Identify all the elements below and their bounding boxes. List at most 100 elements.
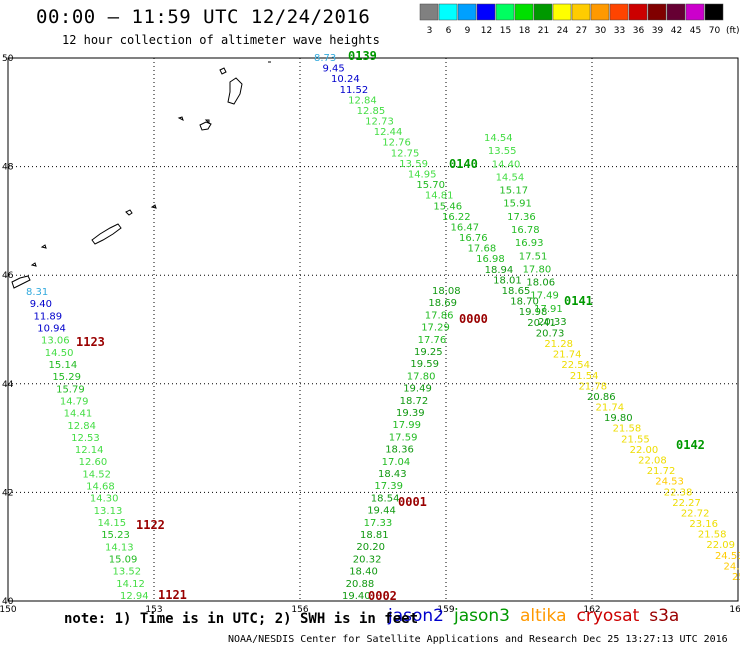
wave-height-value: 13.55	[488, 146, 517, 157]
wave-height-value: 22.38	[664, 487, 693, 498]
island-outline	[219, 67, 227, 75]
wave-height-value: 19.25	[414, 347, 443, 358]
island-outline	[40, 244, 47, 249]
wave-height-value: 14.40	[492, 159, 521, 170]
island-outline	[125, 209, 133, 216]
wave-height-value: 14.68	[86, 482, 115, 493]
wave-height-value: 17.39	[374, 481, 403, 492]
wave-height-value: 18.36	[385, 445, 414, 456]
lat-tick-label: 46	[2, 271, 14, 281]
colorbar-swatch	[552, 3, 572, 21]
colorbar-tick-label: 15	[500, 26, 511, 36]
lon-tick-label: 156	[291, 605, 308, 615]
wave-height-value: 21.74	[553, 350, 582, 361]
wave-height-value: 18.72	[400, 396, 429, 407]
wave-height-value: 25.5	[732, 572, 740, 583]
wave-height-value: 14.41	[64, 409, 93, 420]
wave-height-value: 18.40	[349, 567, 378, 578]
wave-height-value: 12.94	[120, 591, 149, 602]
wave-height-value: 16.76	[459, 233, 488, 244]
wave-height-value: 18.54	[371, 493, 400, 504]
wave-height-value: 20.20	[356, 542, 385, 553]
map-subtitle: 12 hour collection of altimeter wave hei…	[62, 33, 380, 47]
map-frame	[7, 57, 739, 602]
colorbar-tick-label: 12	[481, 26, 492, 36]
lon-tick-label: 150	[0, 605, 17, 615]
wave-height-value: 23.16	[689, 519, 718, 530]
pass-time-tag: 1122	[136, 518, 165, 532]
wave-height-value: 19.39	[396, 408, 425, 419]
lon-tick-label: 153	[145, 605, 162, 615]
wave-height-value: 12.73	[365, 117, 394, 128]
pass-time-tag: 0140	[449, 157, 478, 171]
wave-height-value: 15.46	[433, 201, 462, 212]
wave-height-value: 20.73	[536, 328, 565, 339]
colorbar-swatch	[647, 3, 667, 21]
colorbar-tick-label: 30	[595, 26, 607, 36]
wave-height-value: 19.80	[604, 413, 633, 424]
wave-height-value: 11.52	[340, 85, 369, 96]
wave-height-value: 14.54	[496, 172, 525, 183]
wave-height-value: 20.86	[587, 392, 616, 403]
footer-note: note: 1) Time is in UTC; 2) SWH is in fe…	[64, 611, 419, 627]
wave-height-value: 14.13	[105, 542, 134, 553]
satellite-legend-entry: altika	[520, 606, 567, 626]
wave-height-value: 12.14	[75, 445, 104, 456]
wave-height-value: 12.84	[348, 95, 377, 106]
wave-height-value: 16.98	[476, 254, 505, 265]
island-outline	[30, 262, 37, 267]
wave-height-value: 21.74	[596, 403, 625, 414]
wave-height-value: 16.47	[450, 222, 479, 233]
colorbar-swatch	[476, 3, 496, 21]
wave-height-value: 17.99	[392, 420, 421, 431]
wave-height-value: 18.65	[502, 286, 531, 297]
colorbar-swatch	[571, 3, 591, 21]
wave-height-value: 14.81	[425, 191, 454, 202]
wave-height-value: 17.76	[418, 335, 447, 346]
wave-height-value: 8.31	[26, 287, 48, 298]
wave-height-value: 13.52	[112, 567, 141, 578]
wave-height-value: 21.54	[570, 371, 599, 382]
wave-height-value: 18.43	[378, 469, 407, 480]
lon-tick-label: 162	[583, 605, 600, 615]
wave-height-value: 10.24	[331, 74, 360, 85]
wave-height-value: 16.22	[442, 212, 471, 223]
colorbar-swatch	[495, 3, 515, 21]
lon-tick-label: 159	[437, 605, 454, 615]
satellite-track: 14.54 13.55 14.40 14.54 15.17 15.91 17.36 16.78…	[484, 133, 567, 328]
wave-height-value: 13.59	[399, 159, 428, 170]
wave-height-value: 19.98	[519, 307, 548, 318]
pass-time-tag: 0001	[398, 495, 427, 509]
wave-height-value: 20.33	[538, 317, 567, 328]
wave-height-value: 17.33	[364, 518, 393, 529]
island-outline	[199, 121, 212, 131]
colorbar-swatch	[609, 3, 629, 21]
lat-tick-label: 50	[2, 54, 14, 64]
footer-credit: NOAA/NESDIS Center for Satellite Applica…	[228, 634, 728, 645]
wave-height-value: 17.29	[421, 323, 450, 334]
pass-time-tag: 0139	[348, 49, 377, 63]
wave-height-value: 14.54	[484, 133, 513, 144]
wave-height-value: 19.49	[403, 384, 432, 395]
wave-height-value: 20.41	[527, 318, 556, 329]
colorbar-tick-label: 24	[557, 26, 569, 36]
wave-height-value: 17.04	[382, 457, 411, 468]
wave-height-value: 16.78	[511, 225, 540, 236]
wave-height-value: 18.69	[428, 298, 457, 309]
wave-height-value: 18.01	[493, 275, 522, 286]
colorbar-tick-label: 3	[427, 26, 433, 36]
wave-height-value: 9.45	[323, 64, 345, 75]
colorbar-swatch	[419, 3, 439, 21]
colorbar-swatch	[590, 3, 610, 21]
colorbar-unit-label: (ft)	[726, 26, 740, 36]
colorbar-tick-label: 6	[446, 26, 452, 36]
wave-height-value: 12.76	[382, 138, 411, 149]
colorbar-tick-label: 39	[652, 26, 664, 36]
colorbar-tick-label: 36	[633, 26, 645, 36]
colorbar-tick-label: 21	[538, 26, 549, 36]
wave-height-value: 19.40	[342, 591, 371, 602]
colorbar-swatch	[533, 3, 553, 21]
wave-height-value: 13.06	[41, 336, 70, 347]
wave-height-value: 14.30	[90, 494, 119, 505]
